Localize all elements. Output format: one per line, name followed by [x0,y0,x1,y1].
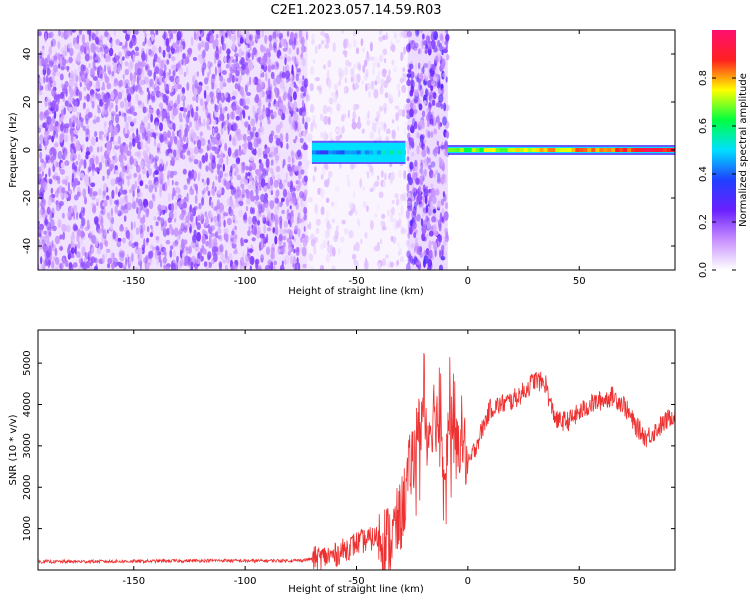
colorbar-label: Normalized spectral amplitude [738,73,749,227]
x-tick-label: 50 [573,276,586,287]
snr-panel: -150 -100 -50 0 50 1000 2000 3000 4000 5000 Heig… [8,329,676,595]
snr-series [38,353,675,570]
colorbar-tick-label: 0.8 [698,70,709,86]
y-tick-label: 5000 [22,350,33,375]
y-tick-label: 2000 [22,475,33,500]
x-tick-label: -150 [122,276,145,287]
y-tick-label: 0 [22,147,33,153]
figure-title: C2E1.2023.057.14.59.R03 [270,3,441,18]
spectrogram-heatmap [38,30,675,270]
y-tick-label: 40 [22,48,33,61]
x-tick-label: 0 [465,576,471,587]
x-tick-label: 0 [465,276,471,287]
spectrogram-x-ticks: -150 -100 -50 0 50 [122,30,586,287]
y-tick-label: 20 [22,96,33,109]
x-tick-label: -150 [122,576,145,587]
x-tick-label: -50 [348,276,364,287]
x-tick-label: -100 [234,276,257,287]
y-tick-label: -40 [22,238,33,254]
snr-line-path [38,353,675,570]
colorbar-tick-label: 0.2 [698,214,709,230]
colorbar-gradient [712,30,736,270]
spectrogram-y-label: Frequency (Hz) [8,112,19,188]
colorbar-tick-label: 0.6 [698,118,709,134]
snr-y-ticks: 1000 2000 3000 4000 5000 [22,350,675,541]
y-tick-label: 4000 [22,392,33,417]
snr-x-ticks: -150 -100 -50 0 50 [122,330,586,587]
colorbar-tick-label: 0.0 [698,262,709,278]
spectrogram-panel: -150 -100 -50 0 50 -40 -20 0 20 40 Height of str… [8,29,676,297]
y-tick-label: -20 [22,190,33,206]
colorbar-tick-label: 0.4 [698,166,709,182]
heatmap-region-0 [38,30,310,270]
spectrogram-x-label: Height of straight line (km) [288,286,424,297]
colorbar-ticks: 0.0 0.2 0.4 0.6 0.8 [698,70,736,278]
snr-x-label: Height of straight line (km) [288,584,424,595]
heatmap-region-2 [311,140,406,164]
x-tick-label: 50 [573,576,586,587]
heatmap-region-4 [447,145,675,155]
snr-y-label: SNR (10 * v/v) [8,414,19,485]
spectrogram-y-ticks: -40 -20 0 20 40 [22,48,675,254]
y-tick-label: 3000 [22,433,33,458]
x-tick-label: -50 [348,576,364,587]
heatmap-region-3 [405,30,450,270]
x-tick-label: -100 [234,576,257,587]
colorbar: 0.0 0.2 0.4 0.6 0.8 Normalized spectral ampl… [698,30,749,278]
y-tick-label: 1000 [22,516,33,541]
